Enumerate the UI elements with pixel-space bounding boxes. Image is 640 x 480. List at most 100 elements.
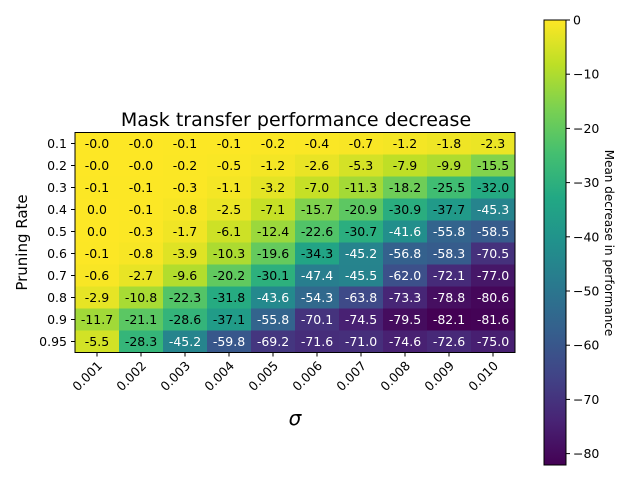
cell-value-label: -2.9 [85,290,109,305]
heatmap-cell [75,154,120,177]
heatmap-cell [471,308,516,331]
heatmap-cell [119,242,164,265]
x-tick-label: 0.001 [69,358,105,394]
cell-value-label: -10.8 [125,290,157,305]
cell-value-label: -25.5 [433,180,465,195]
heatmap-cell [295,242,340,265]
cell-value-label: -1.7 [173,224,197,239]
cell-value-label: -5.3 [349,158,373,173]
cell-value-label: -22.6 [301,224,333,239]
heatmap-cell [207,242,252,265]
cell-value-label: -3.9 [173,246,197,261]
y-axis-label: Pruning Rate [13,194,31,290]
cell-value-label: -0.1 [173,136,197,151]
cell-value-label: -70.5 [477,246,509,261]
cell-value-label: -75.0 [477,334,509,349]
heatmap-cell [383,242,428,265]
heatmap-cell [163,308,208,331]
y-tick-label: 0.1 [47,136,67,151]
heatmap-cell [163,242,208,265]
heatmap-cell [295,154,340,177]
x-tick-label: 0.007 [333,358,369,394]
heatmap-cell [163,198,208,221]
heatmap-cell [339,198,384,221]
cell-value-label: -6.1 [217,224,241,239]
heatmap-cell [251,220,296,243]
cell-value-label: -0.8 [129,246,153,261]
heatmap-cell [207,198,252,221]
heatmap-cell [75,308,120,331]
cell-value-label: -45.2 [169,334,201,349]
cell-value-label: -2.7 [129,268,153,283]
heatmap-cell [427,220,472,243]
cell-value-label: -72.1 [433,268,465,283]
cell-value-label: -45.3 [477,202,509,217]
heatmap-cell [427,330,472,353]
colorbar-tick-label: −80 [573,446,599,461]
x-tick-label: 0.009 [421,358,457,394]
heatmap-cell [295,308,340,331]
cell-value-label: -28.3 [125,334,157,349]
cell-value-label: -0.3 [173,180,197,195]
heatmap-cell [75,264,120,287]
cell-value-label: -0.2 [261,136,285,151]
cell-value-label: -11.7 [81,312,113,327]
chart-title: Mask transfer performance decrease [121,109,471,131]
y-tick-label: 0.3 [47,180,67,195]
heatmap-cell [75,198,120,221]
heatmap-cell [163,132,208,155]
cell-value-label: -55.8 [257,312,289,327]
cell-value-label: -58.5 [477,224,509,239]
y-tick-label: 0.8 [47,290,67,305]
cell-value-label: 0.0 [87,202,107,217]
heatmap-cell [339,154,384,177]
cell-value-label: -73.3 [389,290,421,305]
cell-value-label: -2.6 [305,158,329,173]
cell-value-label: -20.9 [345,202,377,217]
heatmap-cell [339,264,384,287]
cell-value-label: -59.8 [213,334,245,349]
cell-value-label: -0.8 [173,202,197,217]
cell-value-label: -5.5 [85,334,109,349]
cell-value-label: -34.3 [301,246,333,261]
heatmap-frame [74,132,516,353]
heatmap-cell [471,220,516,243]
heatmap-cell [471,198,516,221]
heatmap-cell [75,330,120,353]
y-tick-label: 0.95 [39,334,67,349]
heatmap-cell [295,330,340,353]
heatmap-cell [471,330,516,353]
heatmap-cell [383,198,428,221]
colorbar-tick-label: −50 [573,284,599,299]
cell-value-label: -72.6 [433,334,465,349]
cell-value-label: -31.8 [213,290,245,305]
heatmap-cell [295,286,340,309]
heatmap-cell [75,132,120,155]
cell-value-label: -81.6 [477,312,509,327]
cell-value-label: -2.3 [481,136,505,151]
heatmap-cell [383,286,428,309]
heatmap-cell [251,132,296,155]
heatmap-cell [427,264,472,287]
cell-value-label: -1.1 [217,180,241,195]
cell-value-label: -7.1 [261,202,285,217]
cell-value-label: -63.8 [345,290,377,305]
cell-value-label: -70.1 [301,312,333,327]
y-tick-label: 0.9 [47,312,67,327]
heatmap-cell [207,132,252,155]
cell-value-label: -0.4 [305,136,329,151]
heatmap-cell [471,176,516,199]
heatmap-cell [383,154,428,177]
heatmap-cell [119,132,164,155]
colorbar-tick-label: −10 [573,67,599,82]
heatmap-cell [339,286,384,309]
cell-value-label: -79.5 [389,312,421,327]
cell-value-label: -0.5 [217,158,241,173]
heatmap-cell [471,286,516,309]
x-tick-label: 0.010 [465,358,501,394]
x-tick-label: 0.008 [377,358,413,394]
cell-value-label: -58.3 [433,246,465,261]
heatmap-cell [119,330,164,353]
heatmap-cell [75,242,120,265]
heatmap-cell [119,176,164,199]
